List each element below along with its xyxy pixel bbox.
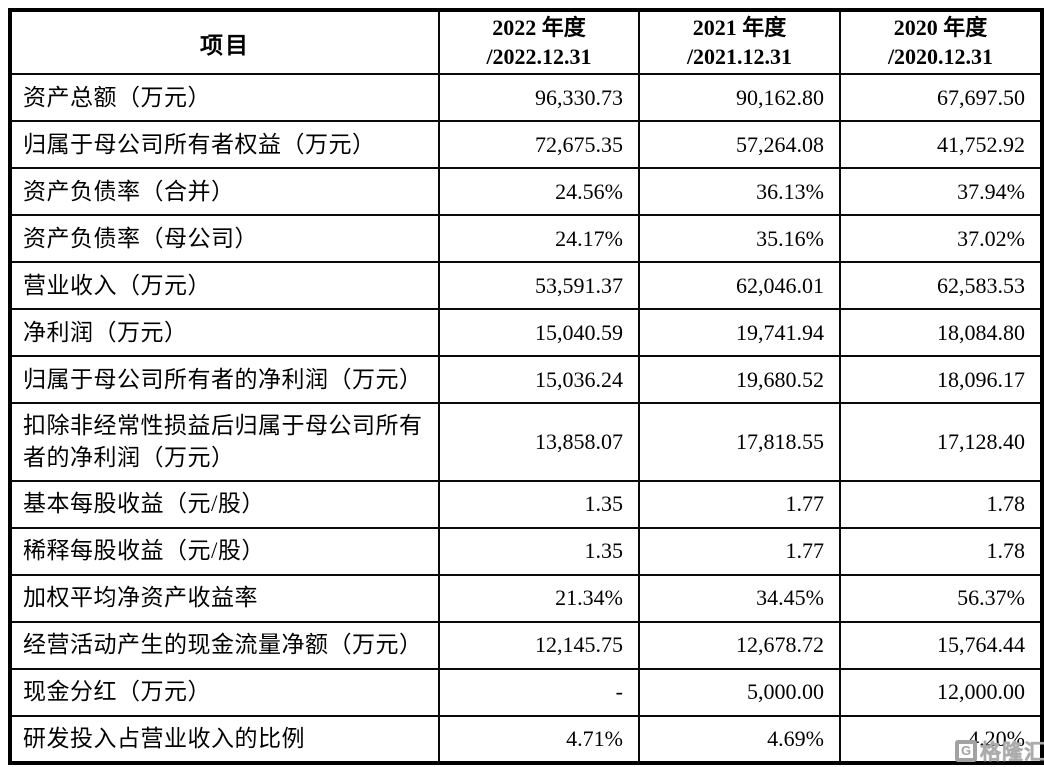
financial-summary-table: 项目 2022 年度 /2022.12.31 2021 年度 /2021.12.… (8, 8, 1044, 765)
row-value-2021: 36.13% (638, 167, 841, 217)
column-header-2021-date: /2021.12.31 (686, 43, 793, 69)
table-row: 基本每股收益（元/股） 1.35 1.77 1.78 (9, 479, 1043, 529)
row-value-2022: 1.35 (438, 526, 640, 576)
table-row: 加权平均净资产收益率 21.34% 34.45% 56.37% (9, 573, 1043, 623)
row-value-2021: 1.77 (638, 526, 841, 576)
table-row: 现金分红（万元） -5,000.00 12,000.00 (9, 667, 1043, 717)
row-label: 营业收入（万元） (9, 261, 440, 311)
row-value-2021: 62,046.01 (638, 261, 841, 311)
row-value-2021: 17,818.55 (638, 402, 841, 482)
row-value-2021: 12,678.72 (638, 620, 841, 670)
table-row: 资产总额（万元） 96,330.73 90,162.80 67,697.50 (9, 73, 1043, 123)
row-value-2020: 37.02% (839, 214, 1043, 264)
row-value-2020: 56.37% (839, 573, 1043, 623)
row-value-2022: 12,145.75 (438, 620, 640, 670)
column-header-2021-year: 2021 年度 (692, 15, 787, 40)
row-label: 现金分红（万元） (9, 667, 440, 717)
row-value-2020: 12,000.00 (839, 667, 1043, 717)
table-row: 归属于母公司所有者权益（万元） 72,675.35 57,264.08 41,752.… (9, 120, 1043, 170)
column-header-2021: 2021 年度 /2021.12.31 (638, 8, 841, 76)
row-label: 归属于母公司所有者的净利润（万元） (9, 355, 440, 405)
row-label: 稀释每股收益（元/股） (9, 526, 440, 576)
row-value-2021: 19,741.94 (638, 308, 841, 358)
table-row: 扣除非经常性损益后归属于母公司所有者的净利润（万元） 13,858.07 17,81… (9, 402, 1043, 482)
row-value-2022: 24.17% (438, 214, 640, 264)
table-row: 营业收入（万元） 53,591.37 62,046.01 62,583.53 (9, 261, 1043, 311)
row-value-2022: 96,330.73 (438, 73, 640, 123)
table-row: 稀释每股收益（元/股） 1.35 1.77 1.78 (9, 526, 1043, 576)
row-label: 资产负债率（母公司） (9, 214, 440, 264)
table-row: 资产负债率（合并） 24.56% 36.13% 37.94% (9, 167, 1043, 217)
column-header-2022-year: 2022 年度 (492, 15, 586, 40)
row-value-2022: 13,858.07 (438, 402, 640, 482)
gelonghui-logo-icon: G (955, 740, 977, 762)
row-value-2020: 1.78 (839, 526, 1043, 576)
table-row: 经营活动产生的现金流量净额（万元） 12,145.75 12,678.72 15,76… (9, 620, 1043, 670)
row-value-2020: 18,084.80 (839, 308, 1043, 358)
row-value-2020: 15,764.44 (839, 620, 1043, 670)
row-value-2020: 18,096.17 (839, 355, 1043, 405)
column-header-2022-date: /2022.12.31 (486, 43, 592, 69)
row-value-2021: 57,264.08 (638, 120, 841, 170)
table-header-row: 项目 2022 年度 /2022.12.31 2021 年度 /2021.12.… (9, 8, 1043, 76)
row-value-2020: 67,697.50 (839, 73, 1043, 123)
row-value-2021: 35.16% (638, 214, 841, 264)
row-label: 净利润（万元） (9, 308, 440, 358)
row-value-2022: 15,036.24 (438, 355, 640, 405)
column-header-2020-date: /2020.12.31 (887, 43, 994, 69)
column-header-item: 项目 (9, 8, 440, 76)
row-value-2022: 1.35 (438, 479, 640, 529)
row-value-2022: 72,675.35 (438, 120, 640, 170)
gelonghui-brand-text: 格隆汇 (980, 741, 1044, 764)
row-value-2021: 4.69% (638, 714, 841, 764)
row-value-2020: 1.78 (839, 479, 1043, 529)
row-value-2020: 41,752.92 (839, 120, 1043, 170)
table-row: 资产负债率（母公司） 24.17% 35.16% 37.02% (9, 214, 1043, 264)
row-label: 基本每股收益（元/股） (9, 479, 440, 529)
column-header-2022: 2022 年度 /2022.12.31 (438, 8, 640, 76)
table-row: 归属于母公司所有者的净利润（万元） 15,036.24 19,680.52 18,09… (9, 355, 1043, 405)
table-body: 资产总额（万元） 96,330.73 90,162.80 67,697.50 归属于母公… (9, 73, 1043, 764)
row-value-2022: 15,040.59 (438, 308, 640, 358)
row-value-2022: 24.56% (438, 167, 640, 217)
row-value-2021: 19,680.52 (638, 355, 841, 405)
row-value-2021: 34.45% (638, 573, 841, 623)
table-row: 研发投入占营业收入的比例 4.71% 4.69% 4.20% (9, 714, 1043, 764)
row-label: 资产负债率（合并） (9, 167, 440, 217)
row-value-2020: 17,128.40 (839, 402, 1043, 482)
row-value-2020: 37.94% (839, 167, 1043, 217)
row-label: 研发投入占营业收入的比例 (9, 714, 440, 764)
row-value-2021: 1.77 (638, 479, 841, 529)
gelonghui-watermark: G 格隆汇 (955, 736, 1044, 766)
row-label: 扣除非经常性损益后归属于母公司所有者的净利润（万元） (9, 402, 440, 482)
row-label: 资产总额（万元） (9, 73, 440, 123)
row-label: 经营活动产生的现金流量净额（万元） (9, 620, 440, 670)
row-value-2020: 62,583.53 (839, 261, 1043, 311)
column-header-2020: 2020 年度 /2020.12.31 (839, 8, 1043, 76)
row-value-2022: 4.71% (438, 714, 640, 764)
row-value-2022: 53,591.37 (438, 261, 640, 311)
row-value-2022: - (438, 667, 640, 717)
table-row: 净利润（万元） 15,040.59 19,741.94 18,084.80 (9, 308, 1043, 358)
row-value-2022: 21.34% (438, 573, 640, 623)
row-label: 归属于母公司所有者权益（万元） (9, 120, 440, 170)
column-header-2020-year: 2020 年度 (893, 15, 988, 40)
row-value-2021: 5,000.00 (638, 667, 841, 717)
row-value-2020: 4.20% (839, 714, 1043, 764)
row-value-2021: 90,162.80 (638, 73, 841, 123)
row-label: 加权平均净资产收益率 (9, 573, 440, 623)
